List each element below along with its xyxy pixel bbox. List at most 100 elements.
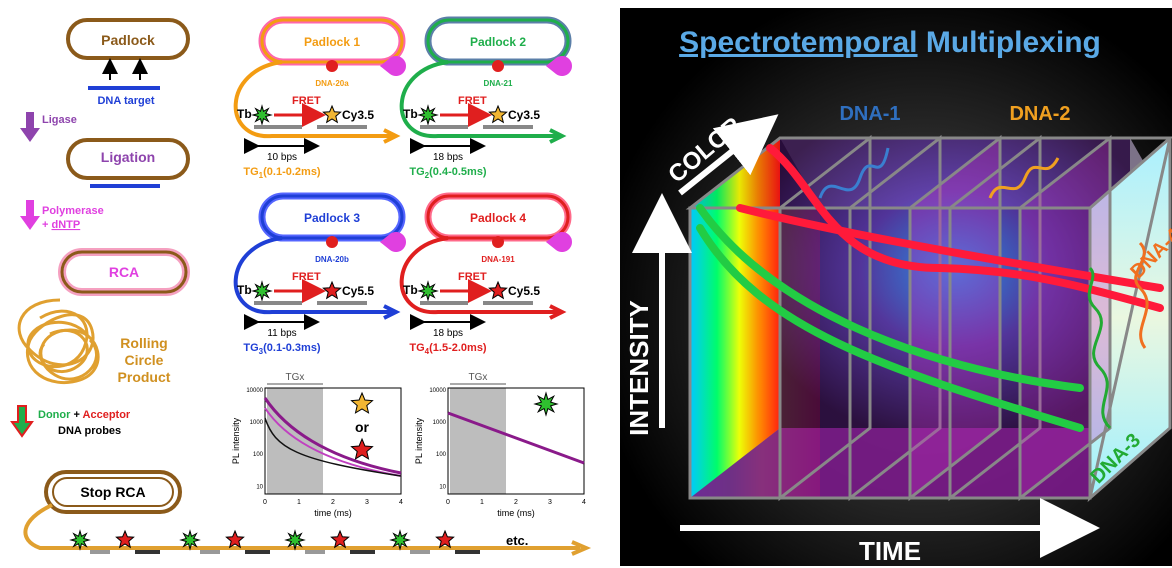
ligation-label: Ligation [101,149,155,165]
decay-plot-1: TGx PL intensity time (ms) 0 1 2 3 4 10000 1000 10… [231,372,403,518]
dna-target-label: DNA target [97,95,154,107]
padlock-panel-3: Padlock 3 DNA-20b Tb FRET Cy5.5 11 bps TG3(0.1… [233,192,406,356]
down-arrow-icon [10,405,34,438]
star-donor-green-icon [251,280,273,302]
y-tick-label: 10 [439,484,446,490]
star-donor-green-icon [251,104,273,126]
y-tick-label: 10 [256,484,263,490]
star-acceptor-icon [322,280,342,300]
fluorophore-dot-icon [492,60,504,72]
dna-1-label: DNA-1 [839,103,900,125]
tg-window-label: TG2(0.4-0.5ms) [409,166,487,180]
dna-strand-label: DNA-20a [315,79,349,88]
rcp-strand [399,60,558,139]
stop-rca-label: Stop RCA [80,484,145,500]
donor-label: Tb [237,107,252,121]
x-axis-label: time (ms) [314,508,352,518]
dntp-label: + dNTP [42,219,80,231]
padlock-title: Padlock 4 [470,211,526,225]
red-decay-curve-1 [766,144,1164,312]
rcp-strand [233,60,392,139]
fret-label: FRET [458,271,487,283]
star-acceptor-red-icon [435,529,455,549]
x-tick-label: 1 [480,499,484,506]
star-acceptor-red-icon [225,529,245,549]
donor-acceptor-label: Donor + Acceptor [38,409,131,421]
donor-label: Tb [403,107,418,121]
tg-window-label: TG1(0.1-0.2ms) [243,166,321,180]
tg-window-label: TGx [286,372,305,383]
padlock-panel-4: Padlock 4 DNA-191 Tb FRET Cy5.5 18 bps TG4(1.5… [399,192,573,356]
padlock-panels: Padlock 1 DNA-20a Tb FRET Cy3.5 10 bps TG1(0.1… [233,16,573,356]
x-tick-label: 3 [548,499,552,506]
fret-label: FRET [458,95,487,107]
rca-workflow-diagram: Padlock DNA target Ligase Ligation Polym… [10,16,592,556]
polymerase-pacman-icon [380,232,406,252]
padlock-title: Padlock 3 [304,211,360,225]
green-decay-curve-1 [696,224,1084,432]
star-acceptor-icon [488,104,508,124]
donor-label: Tb [403,283,418,297]
star-donor-green-icon [533,391,559,417]
polymerase-pacman-icon [546,56,573,76]
rolling-circle-product-icon [17,298,100,385]
bps-label: 18 bps [433,328,463,339]
y-tick-label: 100 [253,452,264,458]
x-axis-label: time (ms) [497,508,535,518]
dna-strand-label: DNA-20b [315,255,349,264]
probe-row [69,529,480,554]
x-tick-label: 4 [582,499,586,506]
star-acceptor-icon [488,280,508,300]
tg-window-label: TG4(1.5-2.0ms) [409,342,487,356]
dna-1-molecule-icon [818,147,890,199]
bps-label: 11 bps [267,328,296,339]
star-acceptor-yellow-icon [350,391,374,414]
down-arrow-icon [20,112,40,142]
padlock-title: Padlock 2 [470,35,526,49]
rca-label: RCA [109,264,139,280]
star-donor-green-icon [69,529,91,551]
or-label: or [355,419,370,435]
acceptor-label: Cy3.5 [508,108,540,122]
dna-strand-label: DNA-21 [484,79,513,88]
fret-label: FRET [292,271,321,283]
polymerase-label: Polymerase [42,205,104,217]
y-tick-label: 10000 [246,388,263,394]
star-acceptor-red-icon [115,529,135,549]
star-donor-green-icon [284,529,306,551]
down-arrow-icon [20,200,40,230]
dna-probes-label: DNA probes [58,425,121,437]
ligation-step: Ligation [66,138,190,188]
y-axis-label: PL intensity [414,417,424,464]
dna-2-molecule-icon [988,157,1060,199]
spectrotemporal-multiplexing-figure: Spectrotemporal Multiplexing DNA-1 DNA-2… [620,8,1172,566]
red-decay-curve-2 [736,204,1164,292]
stop-rca-step: Stop RCA etc. [23,470,592,556]
figure-title: Spectrotemporal Multiplexing [679,26,1101,59]
y-axis-label: PL intensity [231,417,241,464]
padlock-step: Padlock DNA target [66,18,190,107]
rcp-label-2: Circle [125,352,164,368]
bps-label: 10 bps [267,152,297,163]
acceptor-label: Cy3.5 [342,108,374,122]
polymerase-pacman-icon [380,56,406,76]
x-tick-label: 0 [446,499,450,506]
padlock-panel-2: Padlock 2 DNA-21 Tb FRET Cy3.5 18 bps TG2(0.4-… [399,16,573,180]
acceptor-label: Cy5.5 [342,284,374,298]
padlock-label: Padlock [101,32,155,48]
fret-label: FRET [292,95,321,107]
star-donor-green-icon [179,529,201,551]
x-tick-label: 2 [514,499,518,506]
time-slices [685,134,1172,503]
padlock-title: Padlock 1 [304,35,360,49]
stop-rca-circle [44,470,182,514]
dna-strand-label: DNA-191 [481,255,515,264]
fluorophore-dot-icon [326,236,338,248]
plot1-legend: or [350,391,559,460]
rcp-strand [399,236,558,315]
donor-label: Tb [237,283,252,297]
y-tick-label: 10000 [429,388,446,394]
acceptor-label: Cy5.5 [508,284,540,298]
dna-4-molecule-icon [1134,241,1149,349]
